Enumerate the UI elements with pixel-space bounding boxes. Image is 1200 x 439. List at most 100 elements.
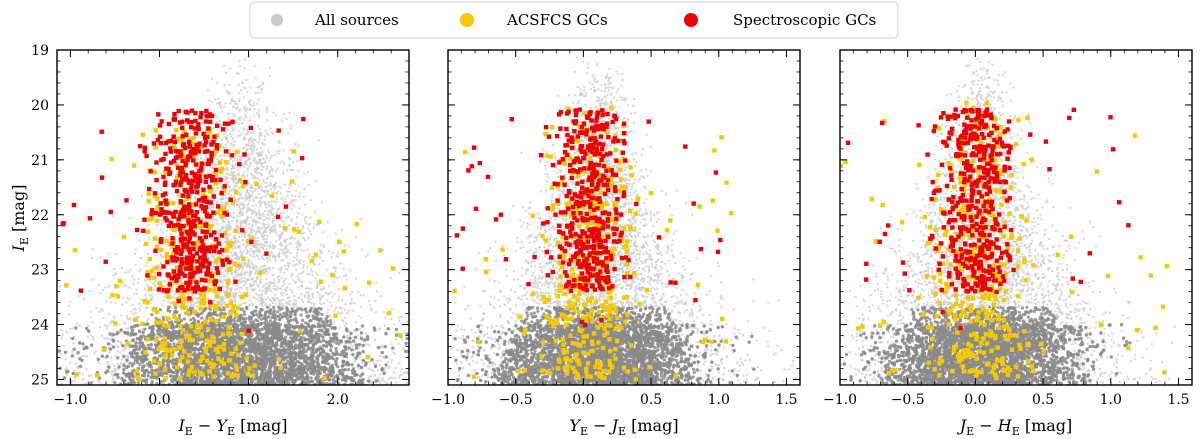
point-all-sources — [356, 389, 359, 392]
point-all-sources — [154, 279, 157, 283]
point-all-sources — [359, 218, 363, 221]
point-all-sources — [285, 387, 288, 390]
point-all-sources — [78, 324, 81, 327]
point-all-sources — [398, 362, 401, 365]
point-all-sources — [257, 116, 261, 119]
point-all-sources — [322, 302, 325, 305]
point-all-sources — [236, 319, 240, 323]
point-all-sources — [22, 388, 24, 390]
point-all-sources — [251, 250, 254, 253]
point-all-sources — [135, 288, 138, 291]
point-all-sources — [240, 277, 243, 280]
point-all-sources — [141, 334, 146, 338]
point-all-sources — [201, 283, 204, 287]
point-all-sources — [259, 84, 262, 88]
point-all-sources — [137, 395, 140, 398]
point-all-sources — [359, 305, 362, 308]
point-all-sources — [314, 277, 317, 280]
point-all-sources — [324, 387, 327, 390]
point-all-sources — [244, 114, 247, 117]
point-all-sources — [199, 394, 202, 397]
point-all-sources — [126, 297, 129, 300]
point-all-sources — [258, 134, 261, 138]
point-all-sources — [298, 272, 301, 275]
point-all-sources — [320, 200, 323, 204]
point-all-sources — [296, 386, 299, 389]
point-all-sources — [138, 307, 141, 310]
point-all-sources — [211, 101, 214, 104]
point-all-sources — [229, 228, 232, 231]
point-all-sources — [266, 385, 269, 388]
point-all-sources — [282, 392, 285, 395]
point-all-sources — [80, 354, 84, 358]
point-all-sources — [420, 388, 422, 390]
point-all-sources — [247, 260, 250, 264]
point-all-sources — [106, 360, 109, 364]
point-all-sources — [272, 111, 275, 114]
point-all-sources — [258, 231, 261, 234]
point-all-sources — [302, 195, 306, 198]
point-all-sources — [240, 292, 244, 295]
point-all-sources — [265, 206, 268, 209]
point-all-sources — [172, 342, 176, 346]
point-all-sources — [150, 294, 153, 297]
point-all-sources — [258, 192, 261, 195]
point-all-sources — [231, 164, 234, 168]
point-all-sources — [209, 398, 212, 401]
point-all-sources — [300, 248, 303, 252]
point-all-sources — [145, 264, 148, 267]
point-all-sources — [268, 266, 271, 269]
point-all-sources — [345, 322, 348, 325]
point-all-sources — [336, 252, 339, 255]
point-all-sources — [235, 223, 238, 226]
point-all-sources — [370, 395, 373, 398]
point-all-sources — [241, 214, 244, 217]
point-all-sources — [364, 391, 367, 394]
point-all-sources — [89, 334, 93, 337]
point-all-sources — [233, 184, 236, 187]
point-all-sources — [285, 307, 289, 311]
point-all-sources — [286, 169, 289, 172]
point-all-sources — [74, 362, 77, 365]
point-all-sources — [316, 398, 319, 401]
point-all-sources — [317, 139, 320, 142]
point-all-sources — [378, 327, 382, 330]
point-all-sources — [129, 268, 132, 271]
point-all-sources — [266, 256, 270, 259]
point-all-sources — [231, 159, 235, 163]
point-all-sources — [329, 336, 333, 340]
point-all-sources — [189, 397, 192, 400]
point-all-sources — [265, 282, 268, 286]
point-all-sources — [98, 388, 100, 390]
point-all-sources — [308, 391, 311, 394]
point-all-sources — [107, 351, 111, 354]
point-all-sources — [268, 395, 271, 398]
point-all-sources — [208, 99, 211, 102]
point-all-sources — [246, 167, 250, 170]
point-all-sources — [185, 391, 188, 394]
point-all-sources — [218, 284, 221, 287]
point-all-sources — [219, 304, 222, 308]
point-all-sources — [206, 391, 209, 394]
point-all-sources — [204, 219, 208, 223]
point-all-sources — [335, 254, 338, 258]
point-all-sources — [233, 196, 236, 200]
point-all-sources — [222, 308, 226, 312]
point-all-sources — [280, 277, 283, 280]
point-all-sources — [262, 386, 265, 389]
point-all-sources — [268, 210, 271, 213]
point-all-sources — [126, 391, 129, 394]
point-all-sources — [95, 306, 98, 310]
point-all-sources — [263, 397, 266, 400]
point-all-sources — [454, 355, 456, 357]
point-all-sources — [243, 166, 246, 169]
point-all-sources — [288, 237, 292, 240]
point-all-sources — [131, 303, 134, 307]
point-all-sources — [372, 369, 375, 372]
point-all-sources — [268, 284, 271, 287]
point-all-sources — [340, 368, 345, 372]
point-all-sources — [339, 312, 342, 316]
point-all-sources — [219, 391, 222, 394]
point-all-sources — [94, 349, 98, 353]
point-all-sources — [250, 147, 253, 150]
